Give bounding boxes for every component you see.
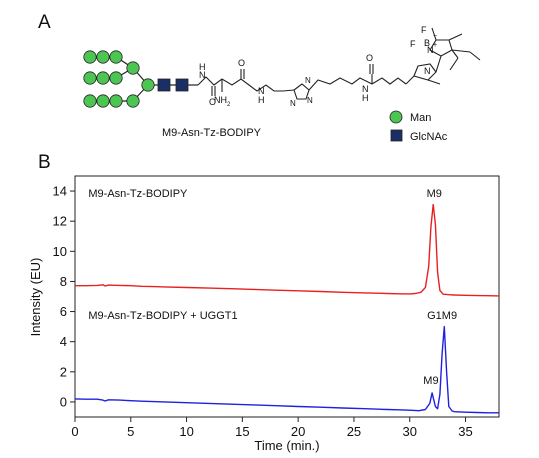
atom-n-upper: N bbox=[427, 45, 434, 55]
x-tick-label: 15 bbox=[235, 424, 249, 439]
atom-nh2: NH2 bbox=[214, 95, 231, 108]
y-tick-label: 14 bbox=[53, 184, 67, 199]
x-tick-label: 25 bbox=[347, 424, 361, 439]
bodipy-fluorophore: N N B F F + − bbox=[405, 25, 481, 85]
chart-annotation: M9 bbox=[427, 188, 442, 200]
atom-nh-mid: N bbox=[258, 86, 265, 96]
atom-h-left: H bbox=[199, 62, 206, 72]
series-layer bbox=[74, 203, 500, 414]
atom-tz-n1: N bbox=[305, 76, 311, 85]
compound-name: M9-Asn-Tz-BODIPY bbox=[162, 127, 262, 139]
x-tick-label: 20 bbox=[291, 424, 305, 439]
atom-tz-n3: N bbox=[290, 99, 296, 108]
y-axis: 0 2 4 6 8 10 12 14 bbox=[53, 184, 75, 409]
charge-plus: + bbox=[433, 42, 437, 49]
y-tick-label: 0 bbox=[60, 394, 67, 409]
y-axis-label: Intensity (EU) bbox=[28, 258, 43, 337]
atom-h-right: H bbox=[362, 93, 369, 103]
panel-b-label: B bbox=[38, 152, 51, 173]
x-tick-label: 30 bbox=[403, 424, 417, 439]
y-tick-label: 8 bbox=[60, 274, 67, 289]
atom-nh-left: N bbox=[199, 70, 206, 80]
atom-f1: F bbox=[421, 25, 427, 35]
glycan-legend: Man GlcNAc bbox=[389, 110, 448, 143]
panel-a-label: A bbox=[38, 12, 51, 33]
x-axis: 0 5 10 15 20 25 30 35 bbox=[71, 417, 473, 439]
chart-annotation: M9-Asn-Tz-BODIPY bbox=[88, 188, 188, 200]
x-tick-label: 0 bbox=[71, 424, 78, 439]
x-tick-label: 10 bbox=[179, 424, 193, 439]
atom-f2: F bbox=[410, 39, 416, 49]
glcnac-legend-icon bbox=[390, 129, 403, 142]
series-line-1 bbox=[74, 325, 499, 414]
y-tick-label: 10 bbox=[53, 244, 67, 259]
atom-o3: O bbox=[366, 53, 373, 63]
y-tick-label: 2 bbox=[60, 364, 67, 379]
atom-o2: O bbox=[238, 58, 245, 68]
x-tick-label: 5 bbox=[127, 424, 134, 439]
atom-tz-n2: N bbox=[307, 96, 313, 105]
x-axis-label: Time (min.) bbox=[254, 438, 319, 453]
y-tick-label: 12 bbox=[53, 214, 67, 229]
chart-annotation: G1M9 bbox=[427, 310, 457, 322]
atom-b: B bbox=[424, 38, 430, 48]
plot-frame bbox=[74, 175, 500, 418]
glycan-structure bbox=[83, 50, 198, 108]
chromatogram-chart: 0 2 4 6 8 10 12 14 0 5 10 15 20 25 30 35 M9-Asn-Tz-BOD… bbox=[28, 175, 500, 453]
man-legend-icon bbox=[389, 110, 403, 124]
legend-glcnac-label: GlcNAc bbox=[410, 131, 448, 143]
y-tick-label: 6 bbox=[60, 304, 67, 319]
legend-man-label: Man bbox=[410, 112, 431, 124]
atom-h-mid: H bbox=[258, 95, 265, 105]
chart-annotation: M9 bbox=[423, 375, 438, 387]
y-tick-label: 4 bbox=[60, 334, 67, 349]
atom-n-lower: N bbox=[424, 66, 431, 76]
chart-annotation: M9-Asn-Tz-BODIPY + UGGT1 bbox=[88, 310, 237, 322]
series-line-0 bbox=[75, 203, 500, 297]
x-tick-label: 35 bbox=[458, 424, 472, 439]
asn-triazole-linker: N H O NH2 O N H N N N O N H bbox=[197, 53, 407, 108]
charge-minus: − bbox=[433, 33, 437, 40]
annotation-layer: M9-Asn-Tz-BODIPY M9-Asn-Tz-BODIPY + UGGT1… bbox=[88, 188, 457, 387]
atom-nh-right: N bbox=[362, 84, 369, 94]
atom-o1: O bbox=[209, 97, 216, 107]
